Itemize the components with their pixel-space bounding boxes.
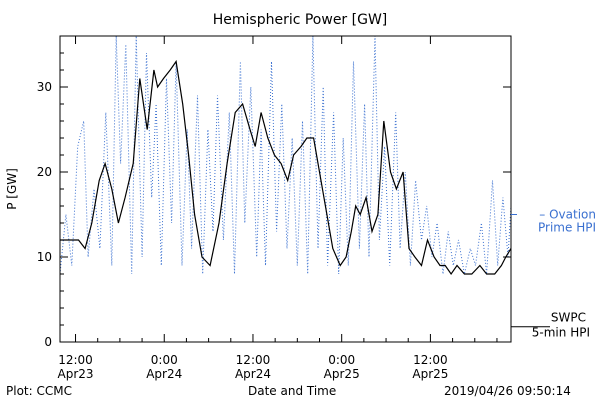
legend-ovation-line: Prime HPI [538, 221, 596, 235]
series-line-ovation-prime-hpi [60, 36, 511, 275]
x-tick-label-time: 12:00 [413, 353, 448, 367]
plot-timestamp: 2019/04/26 09:50:14 [444, 384, 571, 398]
x-tick-label-date: Apr25 [412, 367, 448, 381]
y-tick-label: 30 [37, 80, 52, 94]
x-tick-label-date: Apr24 [146, 367, 182, 381]
y-axis-label: P [GW] [5, 168, 19, 210]
x-tick-label-date: Apr24 [235, 367, 271, 381]
x-tick-label-time: 0:00 [328, 353, 355, 367]
series-line-swpc-5-min-hpi [60, 59, 511, 276]
y-tick-label: 0 [44, 335, 52, 349]
x-tick-label-time: 0:00 [151, 353, 178, 367]
x-tick-label-time: 12:00 [58, 353, 93, 367]
legend-swpc-line: 5-min HPI [532, 326, 590, 340]
y-tick-label: 20 [37, 165, 52, 179]
plot-credit: Plot: CCMC [6, 384, 72, 398]
y-tick-label: 10 [37, 250, 52, 264]
chart-title: Hemispheric Power [GW] [212, 12, 388, 28]
x-tick-label-date: Apr23 [58, 367, 94, 381]
x-tick-label-date: Apr25 [324, 367, 360, 381]
x-tick-label-time: 12:00 [236, 353, 271, 367]
legend-swpc-line: SWPC [551, 311, 586, 325]
legend-ovation-line: – Ovation [539, 208, 596, 222]
x-axis-label: Date and Time [248, 384, 337, 398]
